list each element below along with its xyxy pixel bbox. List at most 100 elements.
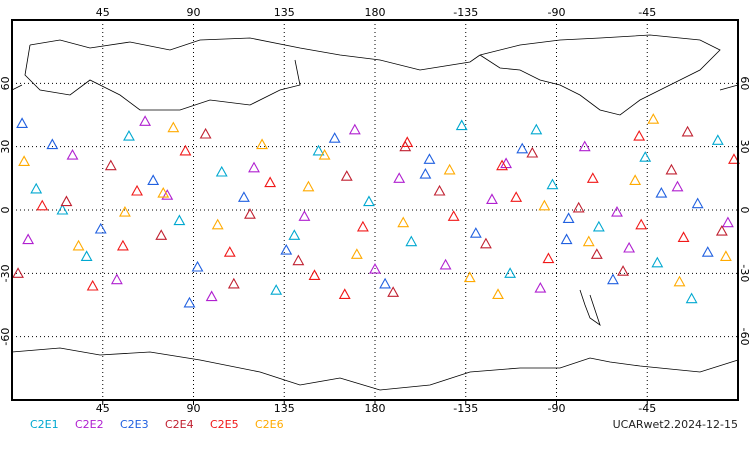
- point: [298, 210, 311, 221]
- point: [546, 178, 559, 190]
- point: [486, 193, 498, 204]
- point: [379, 277, 392, 289]
- point: [56, 203, 69, 215]
- y-tick-label: 30: [738, 140, 750, 154]
- grid: [12, 20, 738, 400]
- point: [131, 184, 143, 196]
- point: [562, 212, 575, 223]
- point: [611, 205, 623, 217]
- y-tick-label: -60: [0, 328, 12, 346]
- point: [86, 279, 99, 291]
- point: [639, 151, 652, 162]
- point: [447, 210, 460, 221]
- legend-entry: C2E1: [30, 418, 59, 431]
- x-tick-label: 45: [96, 6, 110, 19]
- point: [582, 235, 595, 247]
- point: [167, 121, 180, 133]
- point: [348, 123, 361, 135]
- point: [651, 256, 664, 268]
- legend-entry: C2E4: [165, 418, 194, 431]
- point: [363, 195, 375, 207]
- point: [161, 189, 174, 200]
- point: [433, 184, 446, 196]
- x-tick-label: -45: [638, 402, 656, 415]
- point: [199, 127, 212, 139]
- point: [560, 233, 573, 245]
- point: [46, 138, 59, 150]
- point: [623, 241, 636, 253]
- point: [116, 239, 129, 251]
- y-tick-label: 0: [0, 207, 12, 214]
- point: [463, 271, 476, 283]
- point: [715, 224, 728, 236]
- point: [211, 218, 224, 230]
- point: [328, 132, 341, 143]
- coastlines: [11, 34, 739, 391]
- point: [617, 265, 629, 276]
- y-tick-label: 0: [738, 207, 750, 214]
- x-tick-label: 90: [187, 6, 201, 19]
- point: [256, 138, 269, 150]
- point: [701, 246, 714, 257]
- point: [685, 292, 698, 304]
- point: [397, 216, 410, 228]
- point: [534, 281, 547, 293]
- x-tick-label: 135: [274, 402, 295, 415]
- point: [264, 176, 277, 188]
- point: [387, 286, 400, 297]
- point: [94, 222, 107, 234]
- point: [248, 161, 260, 173]
- point: [302, 180, 315, 192]
- y-tick-label: -30: [738, 264, 750, 282]
- point: [721, 216, 734, 228]
- x-tick-label: -90: [548, 402, 566, 415]
- y-tick-label: 30: [0, 140, 12, 154]
- point: [633, 129, 646, 141]
- x-tick-label: 90: [187, 402, 201, 415]
- y-tick-label: 60: [0, 76, 12, 90]
- point: [711, 134, 724, 145]
- point: [655, 186, 668, 198]
- point: [665, 163, 678, 175]
- x-tick-label: -135: [453, 6, 478, 19]
- point: [110, 273, 123, 285]
- point: [173, 214, 186, 226]
- y-tick-label: -60: [738, 328, 750, 346]
- point: [147, 174, 160, 185]
- point: [179, 144, 192, 156]
- x-tick-label: -45: [638, 6, 656, 19]
- point: [340, 170, 353, 181]
- x-tick-label: -90: [548, 6, 566, 19]
- point: [157, 186, 170, 198]
- point: [237, 191, 250, 202]
- point: [419, 167, 432, 179]
- point: [586, 172, 599, 183]
- x-tick-label: 45: [96, 402, 110, 415]
- y-tick-label: 60: [738, 76, 750, 90]
- point: [22, 233, 35, 245]
- x-tick-label: -135: [453, 402, 478, 415]
- points: [12, 113, 740, 308]
- point: [479, 237, 492, 249]
- point: [244, 208, 256, 219]
- point: [629, 174, 642, 185]
- point: [183, 296, 196, 308]
- point: [280, 243, 293, 255]
- point: [356, 220, 369, 232]
- point: [36, 199, 49, 211]
- point: [439, 258, 452, 270]
- legend-entry: C2E3: [120, 418, 149, 431]
- point: [191, 260, 204, 272]
- point: [592, 220, 605, 232]
- point: [673, 275, 686, 287]
- point: [215, 165, 228, 177]
- point: [681, 125, 694, 137]
- point: [538, 199, 551, 211]
- point: [369, 262, 381, 274]
- point: [647, 113, 660, 124]
- legend-entry: C2E5: [210, 418, 239, 431]
- point: [66, 148, 79, 160]
- point: [393, 172, 406, 183]
- point: [728, 153, 740, 164]
